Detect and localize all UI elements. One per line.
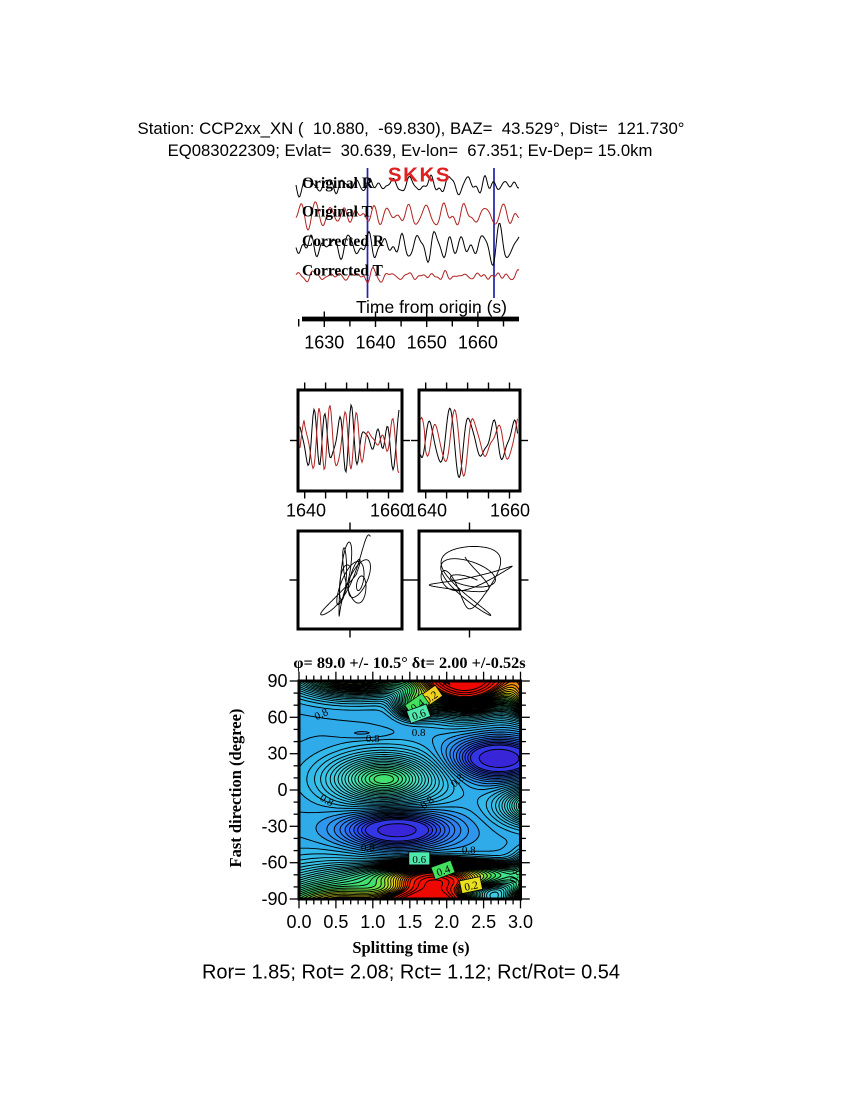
svg-text:-30: -30 [261,816,287,836]
svg-text:0: 0 [277,780,287,800]
svg-text:-90: -90 [261,889,287,909]
svg-text:1640: 1640 [407,501,447,521]
svg-text:0.6: 0.6 [411,707,428,723]
svg-text:0.8: 0.8 [366,733,380,745]
svg-text:1660: 1660 [490,501,530,521]
svg-text:1.5: 1.5 [397,912,422,932]
svg-text:60: 60 [267,707,287,727]
svg-text:1630: 1630 [304,333,344,353]
svg-text:Splitting time (s): Splitting time (s) [352,938,469,957]
svg-text:1660: 1660 [458,333,498,353]
svg-text:Time from origin (s): Time from origin (s) [356,297,507,317]
svg-text:0.8: 0.8 [361,842,375,854]
svg-text:1640: 1640 [286,501,326,521]
svg-text:0.5: 0.5 [323,912,348,932]
svg-text:SKKS: SKKS [388,164,451,187]
svg-text:-60: -60 [261,853,287,873]
svg-text:0.8: 0.8 [313,706,331,723]
svg-text:1660: 1660 [370,501,410,521]
svg-text:Original T: Original T [302,204,373,221]
svg-text:φ= 89.0 +/- 10.5° δt= 2.00 +/-: φ= 89.0 +/- 10.5° δt= 2.00 +/-0.52s [293,653,525,672]
svg-text:0.2: 0.2 [463,879,479,894]
svg-text:0.0: 0.0 [286,912,311,932]
svg-text:Corrected R: Corrected R [302,233,385,250]
svg-text:Ror= 1.85; Rot= 2.08; Rct= 1.1: Ror= 1.85; Rot= 2.08; Rct= 1.12; Rct/Rot… [202,962,620,984]
svg-text:0.8: 0.8 [508,867,524,884]
svg-text:0.8: 0.8 [412,727,426,739]
svg-text:2.0: 2.0 [434,912,459,932]
svg-text:Fast direction (degree): Fast direction (degree) [226,709,245,868]
svg-text:0.6: 0.6 [412,854,426,866]
svg-text:0.8: 0.8 [462,844,476,856]
svg-text:1.0: 1.0 [360,912,385,932]
svg-text:0.4: 0.4 [435,863,452,879]
svg-text:3.0: 3.0 [508,912,533,932]
svg-text:Station: CCP2xx_XN ( 10.880,: Station: CCP2xx_XN ( 10.880, -69.830), B… [138,119,685,138]
svg-text:Original R: Original R [302,175,374,192]
svg-text:Corrected T: Corrected T [302,263,383,280]
svg-text:1640: 1640 [355,333,395,353]
svg-text:EQ083022309; Evlat= 30.639, E: EQ083022309; Evlat= 30.639, Ev-lon= 67.3… [168,141,653,160]
svg-text:30: 30 [267,744,287,764]
svg-text:90: 90 [267,671,287,691]
svg-text:1650: 1650 [407,333,447,353]
svg-text:2.5: 2.5 [471,912,496,932]
